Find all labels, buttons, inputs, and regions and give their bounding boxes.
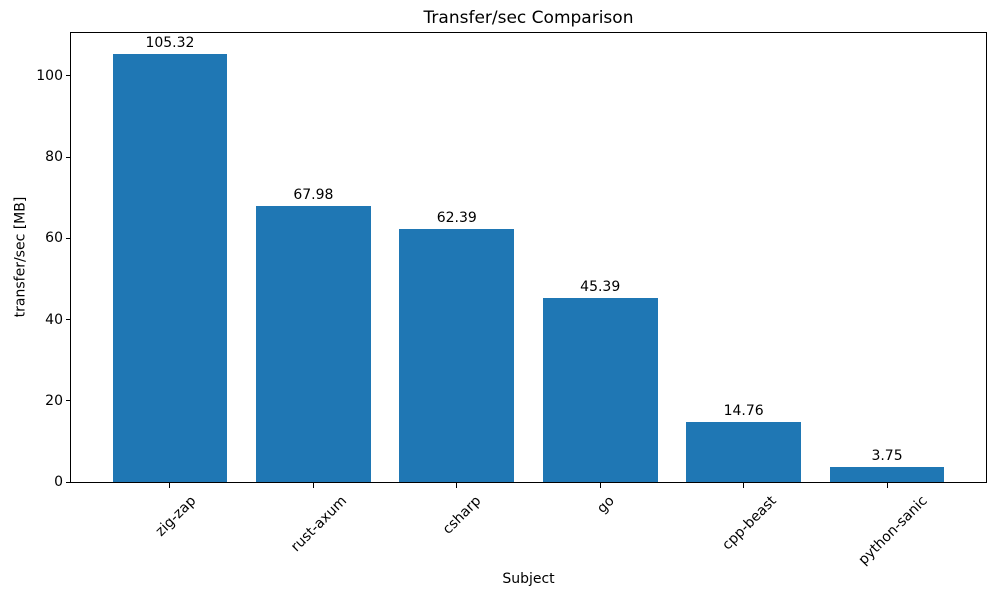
x-tick-mark: [312, 483, 314, 488]
bar-value-label: 3.75: [871, 447, 903, 464]
bar-value-label: 62.39: [436, 209, 477, 226]
y-tick-mark: [66, 156, 71, 158]
bar-csharp: [399, 228, 515, 482]
x-tick-mark: [886, 483, 888, 488]
y-tick-label: 0: [54, 474, 63, 490]
y-tick-mark: [66, 481, 71, 483]
bar-go: [542, 297, 658, 482]
x-tick-label: cpp-beast: [719, 493, 780, 554]
x-tick-label: python-sanic: [855, 493, 931, 569]
x-tick-label: zig-zap: [152, 493, 199, 540]
y-tick-label: 20: [45, 392, 63, 409]
bar-value-label: 45.39: [580, 278, 621, 295]
y-tick-mark: [66, 319, 71, 321]
chart-title: Transfer/sec Comparison: [423, 8, 634, 28]
bar-zig-zap: [112, 54, 228, 482]
x-axis-title: Subject: [502, 571, 555, 587]
plot-area: [70, 32, 987, 483]
y-tick-mark: [66, 237, 71, 239]
bar-value-label: 105.32: [145, 35, 195, 52]
y-axis-title: transfer/sec [MB]: [12, 196, 29, 318]
bar-value-label: 67.98: [293, 186, 334, 203]
x-tick-mark: [743, 483, 745, 488]
bar-rust-axum: [256, 205, 371, 482]
x-tick-mark: [456, 483, 458, 488]
x-tick-label: go: [594, 493, 618, 517]
y-tick-label: 80: [45, 149, 63, 166]
bar-python-sanic: [829, 466, 945, 482]
x-tick-label: csharp: [440, 493, 485, 538]
y-tick-label: 60: [45, 230, 63, 247]
x-tick-mark: [169, 483, 171, 488]
x-tick-mark: [599, 483, 601, 488]
x-tick-label: rust-axum: [287, 493, 350, 556]
y-tick-mark: [66, 400, 71, 402]
y-tick-label: 100: [36, 67, 63, 84]
y-tick-mark: [66, 75, 71, 77]
y-tick-label: 40: [45, 311, 63, 328]
bar-cpp-beast: [686, 422, 801, 482]
bar-value-label: 14.76: [723, 403, 764, 420]
